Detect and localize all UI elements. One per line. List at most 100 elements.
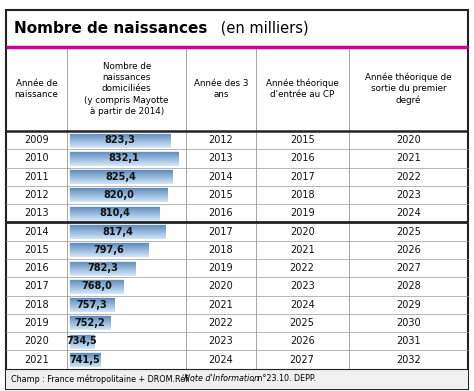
Text: 2015: 2015: [290, 135, 315, 145]
Text: 2013: 2013: [209, 153, 233, 163]
Bar: [69, 352, 101, 367]
Bar: [69, 292, 124, 293]
Bar: [69, 190, 168, 191]
Bar: [69, 336, 95, 337]
Bar: [69, 366, 101, 367]
Bar: [69, 193, 168, 194]
Text: 2010: 2010: [24, 153, 48, 163]
Bar: [69, 235, 166, 236]
Bar: [69, 173, 173, 174]
Text: Note d'Information: Note d'Information: [184, 374, 260, 384]
Bar: [69, 327, 110, 328]
Text: 2020: 2020: [24, 336, 49, 346]
Text: 2011: 2011: [24, 172, 48, 182]
Bar: [69, 347, 95, 348]
Bar: [69, 293, 124, 294]
Bar: [69, 158, 179, 159]
Bar: [69, 232, 166, 233]
Text: 2031: 2031: [396, 336, 421, 346]
Bar: [69, 163, 179, 164]
Text: (en milliers): (en milliers): [216, 21, 308, 36]
Bar: [69, 224, 166, 239]
Bar: [69, 244, 149, 245]
Text: 768,0: 768,0: [81, 282, 112, 291]
Bar: [69, 355, 101, 356]
Text: 2022: 2022: [290, 263, 315, 273]
Bar: [69, 151, 179, 152]
Bar: [69, 137, 171, 138]
Text: 2026: 2026: [290, 336, 315, 346]
Bar: [69, 246, 149, 247]
Bar: [69, 326, 110, 327]
Text: 2032: 2032: [396, 355, 421, 364]
Bar: [69, 311, 115, 312]
Bar: [69, 261, 136, 276]
Bar: [69, 229, 166, 230]
Bar: [69, 280, 124, 281]
Bar: [69, 255, 149, 256]
Text: 2026: 2026: [396, 245, 421, 255]
Bar: [69, 216, 160, 217]
Text: 2016: 2016: [290, 153, 314, 163]
Bar: [69, 329, 110, 330]
Text: 757,3: 757,3: [76, 300, 107, 310]
Bar: [69, 285, 124, 286]
Bar: [69, 345, 95, 346]
Bar: [69, 211, 160, 212]
Text: 2023: 2023: [290, 282, 315, 291]
Text: 2030: 2030: [396, 318, 421, 328]
Bar: [69, 162, 179, 163]
Text: 2017: 2017: [209, 226, 233, 237]
Text: 2023: 2023: [396, 190, 421, 200]
Text: 2028: 2028: [396, 282, 421, 291]
Bar: [69, 144, 171, 145]
Bar: [69, 201, 168, 202]
Text: 2027: 2027: [396, 263, 421, 273]
Bar: [69, 341, 95, 342]
Text: 2012: 2012: [209, 135, 233, 145]
Bar: [69, 178, 173, 179]
Bar: [69, 133, 171, 134]
Bar: [69, 134, 171, 135]
Bar: [69, 196, 168, 197]
Bar: [69, 254, 149, 255]
Text: Champ : France métropolitaine + DROM.Réf. :: Champ : France métropolitaine + DROM.Réf…: [11, 374, 203, 384]
Bar: [69, 348, 95, 349]
Bar: [69, 224, 166, 225]
Bar: [69, 352, 101, 353]
Text: 2025: 2025: [396, 226, 421, 237]
Bar: [69, 192, 168, 193]
Text: 2025: 2025: [290, 318, 315, 328]
Bar: [69, 289, 124, 290]
Bar: [69, 156, 179, 157]
Bar: [69, 288, 124, 289]
Text: 734,5: 734,5: [67, 336, 98, 346]
Text: 820,0: 820,0: [103, 190, 134, 200]
Text: 2021: 2021: [209, 300, 233, 310]
Bar: [69, 233, 166, 234]
Bar: [69, 197, 168, 198]
Text: 2019: 2019: [24, 318, 48, 328]
Text: 782,3: 782,3: [87, 263, 118, 273]
Bar: [69, 171, 173, 172]
Text: 2018: 2018: [24, 300, 48, 310]
Bar: [69, 142, 171, 143]
Text: 2024: 2024: [396, 208, 421, 218]
Bar: [69, 195, 168, 196]
Bar: [69, 214, 160, 215]
Bar: [69, 220, 160, 221]
Bar: [69, 243, 149, 244]
Bar: [69, 267, 136, 268]
Bar: [69, 323, 110, 324]
Text: 2020: 2020: [209, 282, 233, 291]
Text: 2024: 2024: [209, 355, 233, 364]
Bar: [69, 279, 124, 294]
Bar: [69, 358, 101, 359]
Bar: [69, 364, 101, 365]
Bar: [69, 321, 110, 322]
Text: 2017: 2017: [24, 282, 49, 291]
Bar: [69, 198, 168, 199]
Bar: [69, 238, 166, 239]
Bar: [69, 154, 179, 155]
Bar: [69, 339, 95, 340]
